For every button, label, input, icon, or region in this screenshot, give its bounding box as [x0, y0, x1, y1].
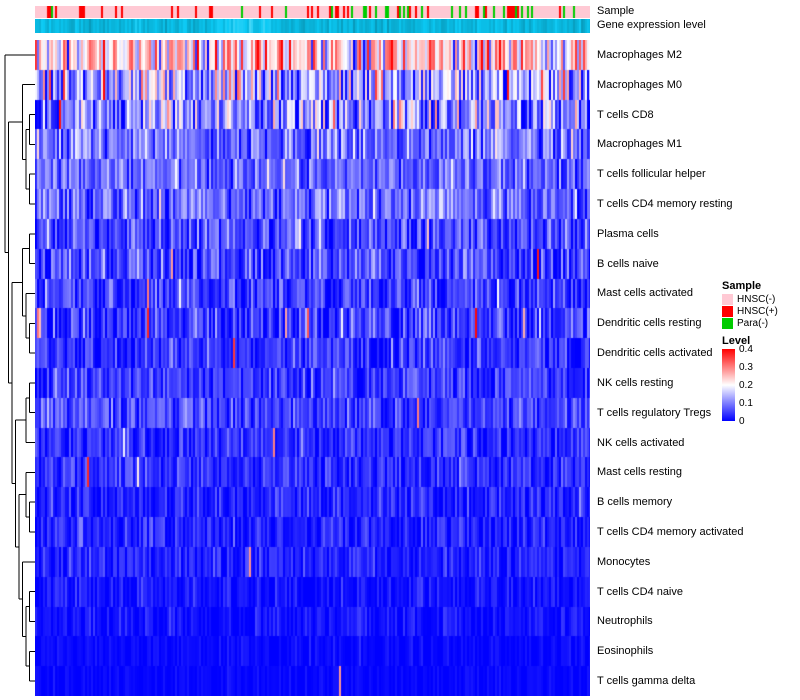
sample-legend-item: Para(-) [722, 318, 800, 329]
row-label: Dendritic cells activated [597, 347, 713, 360]
level-tick-label: 0.1 [739, 398, 753, 409]
legend-swatch [722, 294, 733, 305]
row-label: T cells follicular helper [597, 168, 706, 181]
legend-label: HNSC(+) [737, 306, 778, 317]
row-label: T cells gamma delta [597, 675, 696, 688]
row-label: Macrophages M0 [597, 78, 682, 91]
level-tick-label: 0 [739, 416, 745, 427]
row-label: Mast cells activated [597, 287, 693, 300]
sample-legend-title: Sample [722, 280, 762, 292]
legend-label: Para(-) [737, 318, 769, 329]
legend: Sample HNSC(-) HNSC(+) Para(-) Level 0.4 0.… [722, 280, 800, 427]
row-label: B cells memory [597, 496, 673, 509]
sample-annotation-bar [35, 6, 590, 18]
row-label: Plasma cells [597, 227, 659, 240]
row-dendrogram [4, 54, 35, 682]
row-label: T cells CD4 memory resting [597, 197, 733, 210]
legend-swatch [722, 306, 733, 317]
row-label: T cells regulatory Tregs [597, 406, 712, 419]
level-tick-label: 0.2 [739, 380, 753, 391]
row-label: Neutrophils [597, 615, 653, 628]
row-label: B cells naive [597, 257, 659, 270]
legend-label: HNSC(-) [737, 294, 776, 305]
legend-swatch [722, 318, 733, 329]
sample-legend-item: HNSC(-) [722, 294, 800, 305]
row-label: Macrophages M1 [597, 138, 682, 151]
row-label: T cells CD8 [597, 108, 654, 121]
expression-annotation-bar [35, 19, 590, 33]
level-legend-title: Level [722, 335, 751, 347]
row-label: Mast cells resting [597, 466, 682, 479]
level-gradient [722, 349, 735, 421]
row-label: Monocytes [597, 555, 651, 568]
expression-annotation-label: Gene expression level [597, 19, 706, 31]
level-tick-label: 0.4 [739, 344, 753, 355]
row-label: Macrophages M2 [597, 48, 682, 61]
row-label: NK cells activated [597, 436, 685, 449]
row-label: Dendritic cells resting [597, 317, 702, 330]
sample-annotation-label: Sample [597, 5, 635, 17]
sample-legend-items: HNSC(-) HNSC(+) Para(-) [722, 294, 800, 329]
row-label: T cells CD4 memory activated [597, 525, 744, 538]
level-tick-label: 0.3 [739, 362, 753, 373]
level-gradient-wrap: 0.4 0.3 0.2 0.1 0 [722, 345, 800, 427]
row-label: Eosinophils [597, 645, 654, 658]
row-label: T cells CD4 naive [597, 585, 683, 598]
heatmap-canvas [35, 40, 590, 696]
sample-legend-item: HNSC(+) [722, 306, 800, 317]
row-label: NK cells resting [597, 376, 674, 389]
